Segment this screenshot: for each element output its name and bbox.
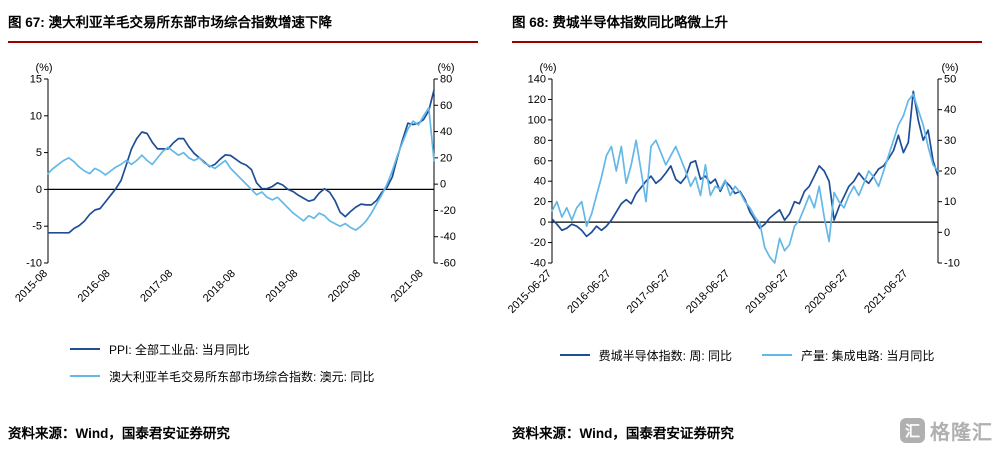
legend-line-swatch-sox-index [559,354,590,357]
svg-text:20: 20 [534,196,546,208]
figure-68-panel: 图 68: 费城半导体指数同比略微上升 140 120 100 80 60 40 20 0 -2… [506,6,982,446]
svg-text:60: 60 [440,99,452,111]
svg-text:120: 120 [528,93,546,105]
svg-text:(%): (%) [437,62,454,74]
svg-text:80: 80 [534,134,546,146]
figure-67-panel: 图 67: 澳大利亚羊毛交易所东部市场综合指数增速下降 15 10 5 0 -5 -10 8… [8,6,478,446]
svg-text:50: 50 [944,73,956,85]
legend-item-sox-index: 费城半导体指数: 周: 同比 [559,347,732,364]
svg-text:-5: -5 [32,220,42,232]
figure-68-legend: 费城半导体指数: 周: 同比 产量: 集成电路: 当月同比 [512,347,982,364]
svg-text:-40: -40 [530,257,546,269]
svg-text:2017-08: 2017-08 [138,267,175,304]
figure-67-line-chart: 15 10 5 0 -5 -10 80 60 40 20 0 -20 -40 -60 (%) (%) 2015-… [13,62,456,305]
svg-text:20: 20 [944,165,956,177]
svg-text:10: 10 [30,110,42,122]
svg-text:2020-08: 2020-08 [326,267,363,304]
svg-text:(%): (%) [35,62,52,74]
svg-text:-10: -10 [944,257,960,269]
svg-text:0: 0 [540,216,546,228]
legend-label-ic-output: 产量: 集成电路: 当月同比 [801,348,935,363]
svg-text:2020-06-27: 2020-06-27 [803,267,851,315]
legend-line-swatch-ppi [70,348,100,351]
svg-text:2017-06-27: 2017-06-27 [625,267,673,315]
svg-text:2018-06-27: 2018-06-27 [684,267,732,315]
svg-text:40: 40 [944,104,956,116]
svg-text:15: 15 [30,73,42,85]
svg-text:80: 80 [440,73,452,85]
figure-67-title: 图 67: 澳大利亚羊毛交易所东部市场综合指数增速下降 [8,6,478,43]
svg-text:0: 0 [944,226,950,238]
gelonghui-logo-text: 格隆汇 [930,422,993,444]
legend-line-swatch-ic-output [762,354,792,357]
legend-label-sox-index: 费城半导体指数: 周: 同比 [598,348,732,363]
svg-text:2021-06-27: 2021-06-27 [862,267,910,315]
svg-text:2015-08: 2015-08 [13,267,50,304]
legend-label-ppi: PPI: 全部工业品: 当月同比 [109,342,250,357]
svg-text:140: 140 [528,73,546,85]
svg-text:2018-08: 2018-08 [201,267,238,304]
svg-text:-20: -20 [530,237,546,249]
svg-text:-40: -40 [440,231,456,243]
gelonghui-watermark: 汇 格隆汇 [900,416,993,445]
legend-label-wool-index: 澳大利亚羊毛交易所东部市场综合指数: 澳元: 同比 [109,369,375,384]
svg-text:0: 0 [440,178,446,190]
legend-item-wool-index: 澳大利亚羊毛交易所东部市场综合指数: 澳元: 同比 [70,368,478,385]
svg-text:-20: -20 [440,204,456,216]
svg-text:2016-08: 2016-08 [76,267,113,304]
svg-text:5: 5 [36,147,42,159]
svg-text:40: 40 [534,175,546,187]
figure-67-legend: PPI: 全部工业品: 当月同比 澳大利亚羊毛交易所东部市场综合指数: 澳元: … [70,341,478,385]
svg-text:10: 10 [944,196,956,208]
svg-text:0: 0 [36,183,42,195]
legend-item-ppi: PPI: 全部工业品: 当月同比 [70,341,478,358]
figure-67-source: 资料来源：Wind，国泰君安证券研究 [8,426,230,441]
figure-68-source: 资料来源：Wind，国泰君安证券研究 [512,426,734,441]
svg-text:-10: -10 [26,257,42,269]
figure-68-line-chart: 140120100806040200-20-4050403020100-10(%… [506,62,960,316]
svg-text:20: 20 [440,152,452,164]
svg-text:(%): (%) [941,62,958,74]
svg-text:2016-06-27: 2016-06-27 [565,267,613,315]
svg-text:-60: -60 [440,257,456,269]
legend-line-swatch-wool-index [70,375,100,378]
svg-text:30: 30 [944,134,956,146]
svg-text:60: 60 [534,155,546,167]
svg-text:(%): (%) [539,62,556,74]
svg-text:2015-06-27: 2015-06-27 [506,267,554,315]
svg-text:100: 100 [528,114,546,126]
svg-text:40: 40 [440,126,452,138]
svg-text:2021-08: 2021-08 [389,267,426,304]
figure-68-title: 图 68: 费城半导体指数同比略微上升 [512,6,982,43]
svg-text:2019-06-27: 2019-06-27 [743,267,791,315]
gelonghui-logo-icon: 汇 [900,418,925,443]
svg-text:2019-08: 2019-08 [263,267,300,304]
legend-item-ic-output: 产量: 集成电路: 当月同比 [762,347,934,364]
